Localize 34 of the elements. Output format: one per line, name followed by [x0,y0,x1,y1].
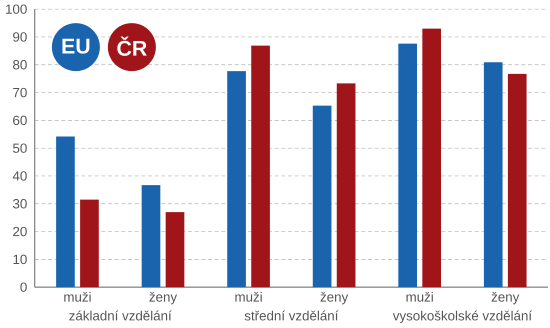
text: EU [62,38,90,54]
y-tick-label: 40 [12,171,27,181]
bar [142,185,160,288]
y-tick-label: 10 [13,254,27,264]
bar [251,46,270,288]
x-tick-label: muži [235,292,262,302]
bar [56,136,75,288]
text: základní vzdělání [69,310,172,321]
y-tick-label: 90 [13,32,27,42]
text: vysokoškolské vzdělání [392,310,532,324]
bar [80,200,99,288]
x-tick-label: muži [406,292,433,302]
bar [508,74,527,288]
y-tick-label: 80 [13,60,27,70]
bar [227,71,246,288]
text: ČR [117,36,147,56]
x-tick-label: ženy [149,292,178,305]
x-tick-label: muži [64,292,91,302]
bar [398,44,417,288]
bar [312,106,332,288]
y-tick-label: 20 [13,227,27,236]
bar [166,212,184,288]
bar [484,62,503,288]
x-tick-label: ženy [492,292,520,305]
y-tick-label: 70 [13,88,27,98]
bar [336,84,356,288]
y-tick-label: 30 [12,199,27,209]
x-tick-label: ženy [320,292,348,305]
y-tick-label: 0 [20,282,27,292]
text: střední vzdělání [244,310,338,321]
y-tick-label: 60 [13,116,27,126]
bar [422,28,441,288]
y-tick-label: 50 [13,144,27,154]
y-tick-label: 100 [6,4,27,14]
